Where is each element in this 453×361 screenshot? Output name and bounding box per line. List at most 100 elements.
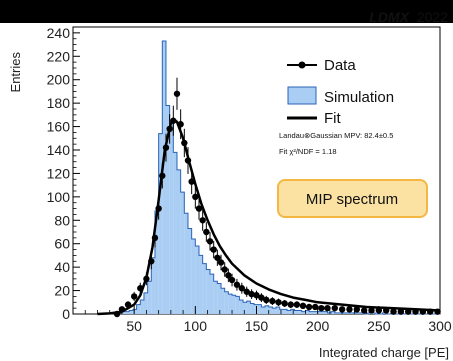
simulation-bar — [257, 304, 262, 314]
simulation-bar — [276, 306, 280, 314]
data-point — [390, 308, 397, 315]
simulation-bar — [323, 311, 328, 314]
data-point — [382, 307, 390, 314]
data-point — [404, 308, 412, 315]
simulation-bar — [184, 213, 188, 314]
experiment-title: LDMX 2022 — [369, 9, 448, 25]
y-tick-label: 240 — [47, 25, 71, 41]
data-point — [203, 228, 210, 236]
simulation-bar — [382, 312, 387, 314]
data-point — [173, 90, 181, 97]
simulation-bar — [246, 301, 251, 314]
fit-curve — [97, 118, 441, 316]
legend-data-label: Data — [324, 57, 356, 74]
simulation-bar — [345, 312, 350, 314]
data-point — [162, 144, 170, 151]
data-point — [166, 125, 173, 133]
simulation-bar — [349, 312, 354, 314]
simulation-bar — [143, 292, 148, 314]
simulation-bar — [169, 120, 174, 314]
data-point — [151, 234, 159, 242]
y-tick-label: 160 — [47, 119, 71, 135]
data-point — [293, 301, 301, 308]
y-tick-label: 180 — [47, 95, 71, 111]
data-point — [137, 285, 144, 292]
data-point — [148, 258, 155, 265]
y-tick-label: 0 — [62, 306, 70, 322]
x-tick-label: 50 — [126, 318, 142, 334]
simulation-bar — [158, 133, 163, 314]
simulation-bar — [176, 169, 181, 314]
data-point — [419, 308, 427, 315]
simulation-bar — [206, 269, 211, 314]
data-point — [397, 308, 405, 315]
y-tick-label: 200 — [47, 72, 71, 88]
data-point — [338, 306, 346, 313]
data-point — [427, 308, 434, 315]
y-tick-label: 100 — [47, 189, 71, 205]
simulation-bar — [136, 304, 141, 314]
simulation-bar — [334, 312, 339, 314]
data-point — [318, 304, 325, 312]
simulation-bar — [320, 311, 324, 314]
simulation-bar — [272, 308, 277, 314]
legend-data-marker — [298, 61, 306, 69]
data-point — [192, 193, 199, 201]
simulation-bar — [165, 105, 170, 314]
simulation-bar — [327, 312, 332, 314]
data-point — [353, 306, 361, 313]
simulation-bar — [261, 306, 266, 314]
y-tick-label: 60 — [54, 236, 70, 252]
legend-fit-label: Fit — [324, 110, 341, 127]
simulation-bar — [187, 228, 192, 314]
data-point — [269, 297, 276, 305]
simulation-bar — [195, 246, 200, 314]
data-point — [346, 306, 353, 313]
simulation-bar — [283, 309, 288, 314]
data-point — [210, 246, 217, 253]
simulation-bar — [224, 291, 229, 314]
simulation-bar — [213, 281, 218, 314]
data-point — [195, 205, 203, 212]
simulation-bar — [312, 311, 317, 314]
fit-mpv-text: Landau⊗Gaussian MPV: 82.4±0.5 — [279, 131, 393, 140]
y-tick-label: 220 — [47, 48, 71, 64]
simulation-bar — [199, 255, 203, 314]
y-tick-label: 120 — [47, 165, 71, 181]
simulation-bar — [254, 304, 258, 314]
simulation-bar — [239, 299, 244, 314]
simulation-bar — [132, 309, 137, 314]
simulation-bar — [331, 311, 335, 314]
data-point — [181, 139, 188, 147]
simulation-bar — [217, 283, 222, 314]
x-tick-label: 200 — [306, 318, 330, 334]
data-point — [170, 117, 177, 124]
simulation-bar — [287, 310, 291, 314]
mip-spectrum-badge: MIP spectrum — [277, 179, 428, 218]
legend-simulation-swatch — [287, 86, 317, 105]
data-point — [188, 178, 195, 185]
simulation-bar — [147, 281, 152, 314]
data-point — [118, 306, 126, 313]
simulation-bar — [305, 310, 310, 314]
data-point — [184, 157, 192, 164]
data-point — [331, 304, 338, 312]
data-point — [113, 310, 121, 318]
simulation-bar — [210, 274, 214, 314]
y-tick-label: 140 — [47, 142, 71, 158]
data-point — [155, 205, 162, 212]
data-point — [275, 299, 282, 306]
data-point — [199, 217, 206, 224]
simulation-bar — [298, 310, 302, 314]
data-point — [248, 290, 255, 298]
data-point — [281, 300, 288, 307]
data-point — [214, 254, 221, 261]
simulation-bar — [151, 257, 155, 314]
simulation-bar — [243, 302, 247, 314]
simulation-bar — [316, 311, 321, 314]
data-point — [305, 303, 313, 311]
simulation-bar — [228, 294, 233, 314]
simulation-bar — [371, 312, 376, 314]
simulation-bar — [235, 296, 240, 314]
data-point — [124, 301, 132, 308]
